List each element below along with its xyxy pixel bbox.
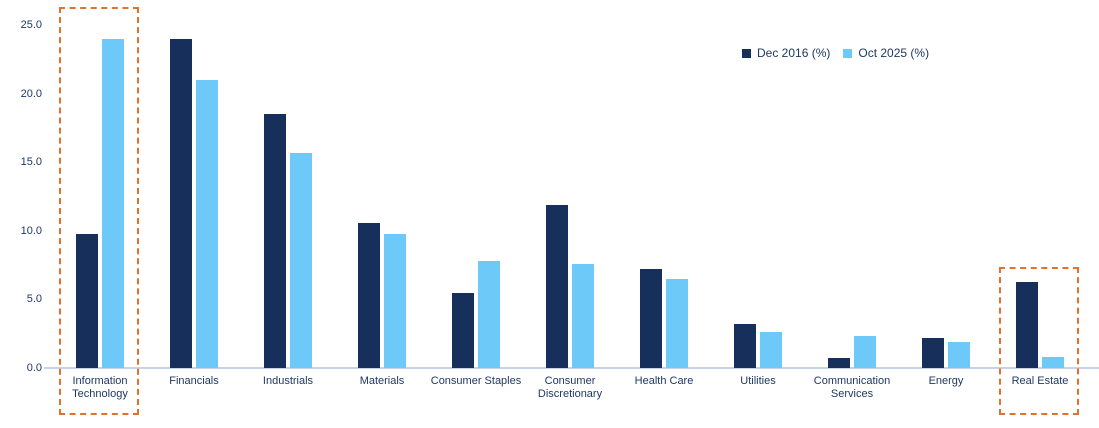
bar-materials-dec-2016- xyxy=(358,222,380,368)
bar-utilities-oct-2025- xyxy=(760,332,782,368)
bar-consumer-discretionary-dec-2016- xyxy=(546,204,568,368)
bar-financials-oct-2025- xyxy=(196,79,218,368)
bar-industrials-dec-2016- xyxy=(264,114,286,368)
bar-information-technology-dec-2016- xyxy=(76,233,98,368)
y-axis-tick-label: 20.0 xyxy=(20,87,42,100)
bar-real-estate-oct-2025- xyxy=(1042,357,1064,368)
legend-swatch-icon xyxy=(843,48,853,58)
bar-consumer-staples-oct-2025- xyxy=(478,260,500,368)
x-axis-label-financials: Financials xyxy=(169,375,219,387)
legend-label: Dec 2016 (%) xyxy=(757,46,831,60)
y-axis: 0.0 5.0 10.0 15.0 20.0 25.0 xyxy=(0,0,42,428)
y-axis-tick-label: 0.0 xyxy=(26,362,42,374)
x-axis-label-utilities: Utilities xyxy=(740,375,776,387)
bar-health-care-oct-2025- xyxy=(666,278,688,368)
bar-materials-oct-2025- xyxy=(384,233,406,368)
y-axis-tick-label: 15.0 xyxy=(20,156,42,169)
x-axis-label-industrials: Industrials xyxy=(262,375,314,387)
legend-label: Oct 2025 (%) xyxy=(858,46,930,60)
highlight-box-real-estate xyxy=(999,267,1079,415)
bar-utilities-dec-2016- xyxy=(734,324,756,368)
legend-item-dec-2016-: Dec 2016 (%) xyxy=(742,46,830,60)
bar-consumer-discretionary-oct-2025- xyxy=(572,263,594,368)
bar-financials-dec-2016- xyxy=(170,38,192,368)
x-axis-label-real-estate: Real Estate xyxy=(1011,375,1069,387)
bar-communication-services-dec-2016- xyxy=(828,358,850,368)
bar-energy-oct-2025- xyxy=(948,341,970,368)
bar-consumer-staples-dec-2016- xyxy=(452,292,474,368)
x-axis-label-consumer-staples: Consumer Staples xyxy=(430,375,522,387)
y-axis-tick-label: 10.0 xyxy=(20,224,42,237)
x-axis-label-materials: Materials xyxy=(359,375,405,387)
highlight-box-information-technology xyxy=(59,7,139,415)
x-axis-line xyxy=(50,367,1099,369)
legend: Dec 2016 (%) Oct 2025 (%) xyxy=(742,45,929,61)
x-axis-label-energy: Energy xyxy=(928,375,964,387)
x-axis-label-health-care: Health Care xyxy=(634,375,694,387)
legend-item-oct-2025-: Oct 2025 (%) xyxy=(843,46,929,60)
bar-real-estate-dec-2016- xyxy=(1016,281,1038,368)
x-axis-label-consumer-discretionary: Consumer Discretionary xyxy=(537,375,603,400)
x-axis-label-communication-services: Communication Services xyxy=(813,375,891,400)
x-axis-label-information-technology: Information Technology xyxy=(72,375,128,400)
bar-industrials-oct-2025- xyxy=(290,152,312,368)
legend-swatch-icon xyxy=(742,48,751,58)
bar-communication-services-oct-2025- xyxy=(854,336,876,368)
x-axis-origin-tick xyxy=(44,367,50,369)
bar-energy-dec-2016- xyxy=(922,337,944,368)
bar-information-technology-oct-2025- xyxy=(102,38,124,368)
y-axis-tick-label: 25.0 xyxy=(20,19,42,31)
bar-health-care-dec-2016- xyxy=(640,269,662,368)
y-axis-tick-label: 5.0 xyxy=(26,293,42,306)
